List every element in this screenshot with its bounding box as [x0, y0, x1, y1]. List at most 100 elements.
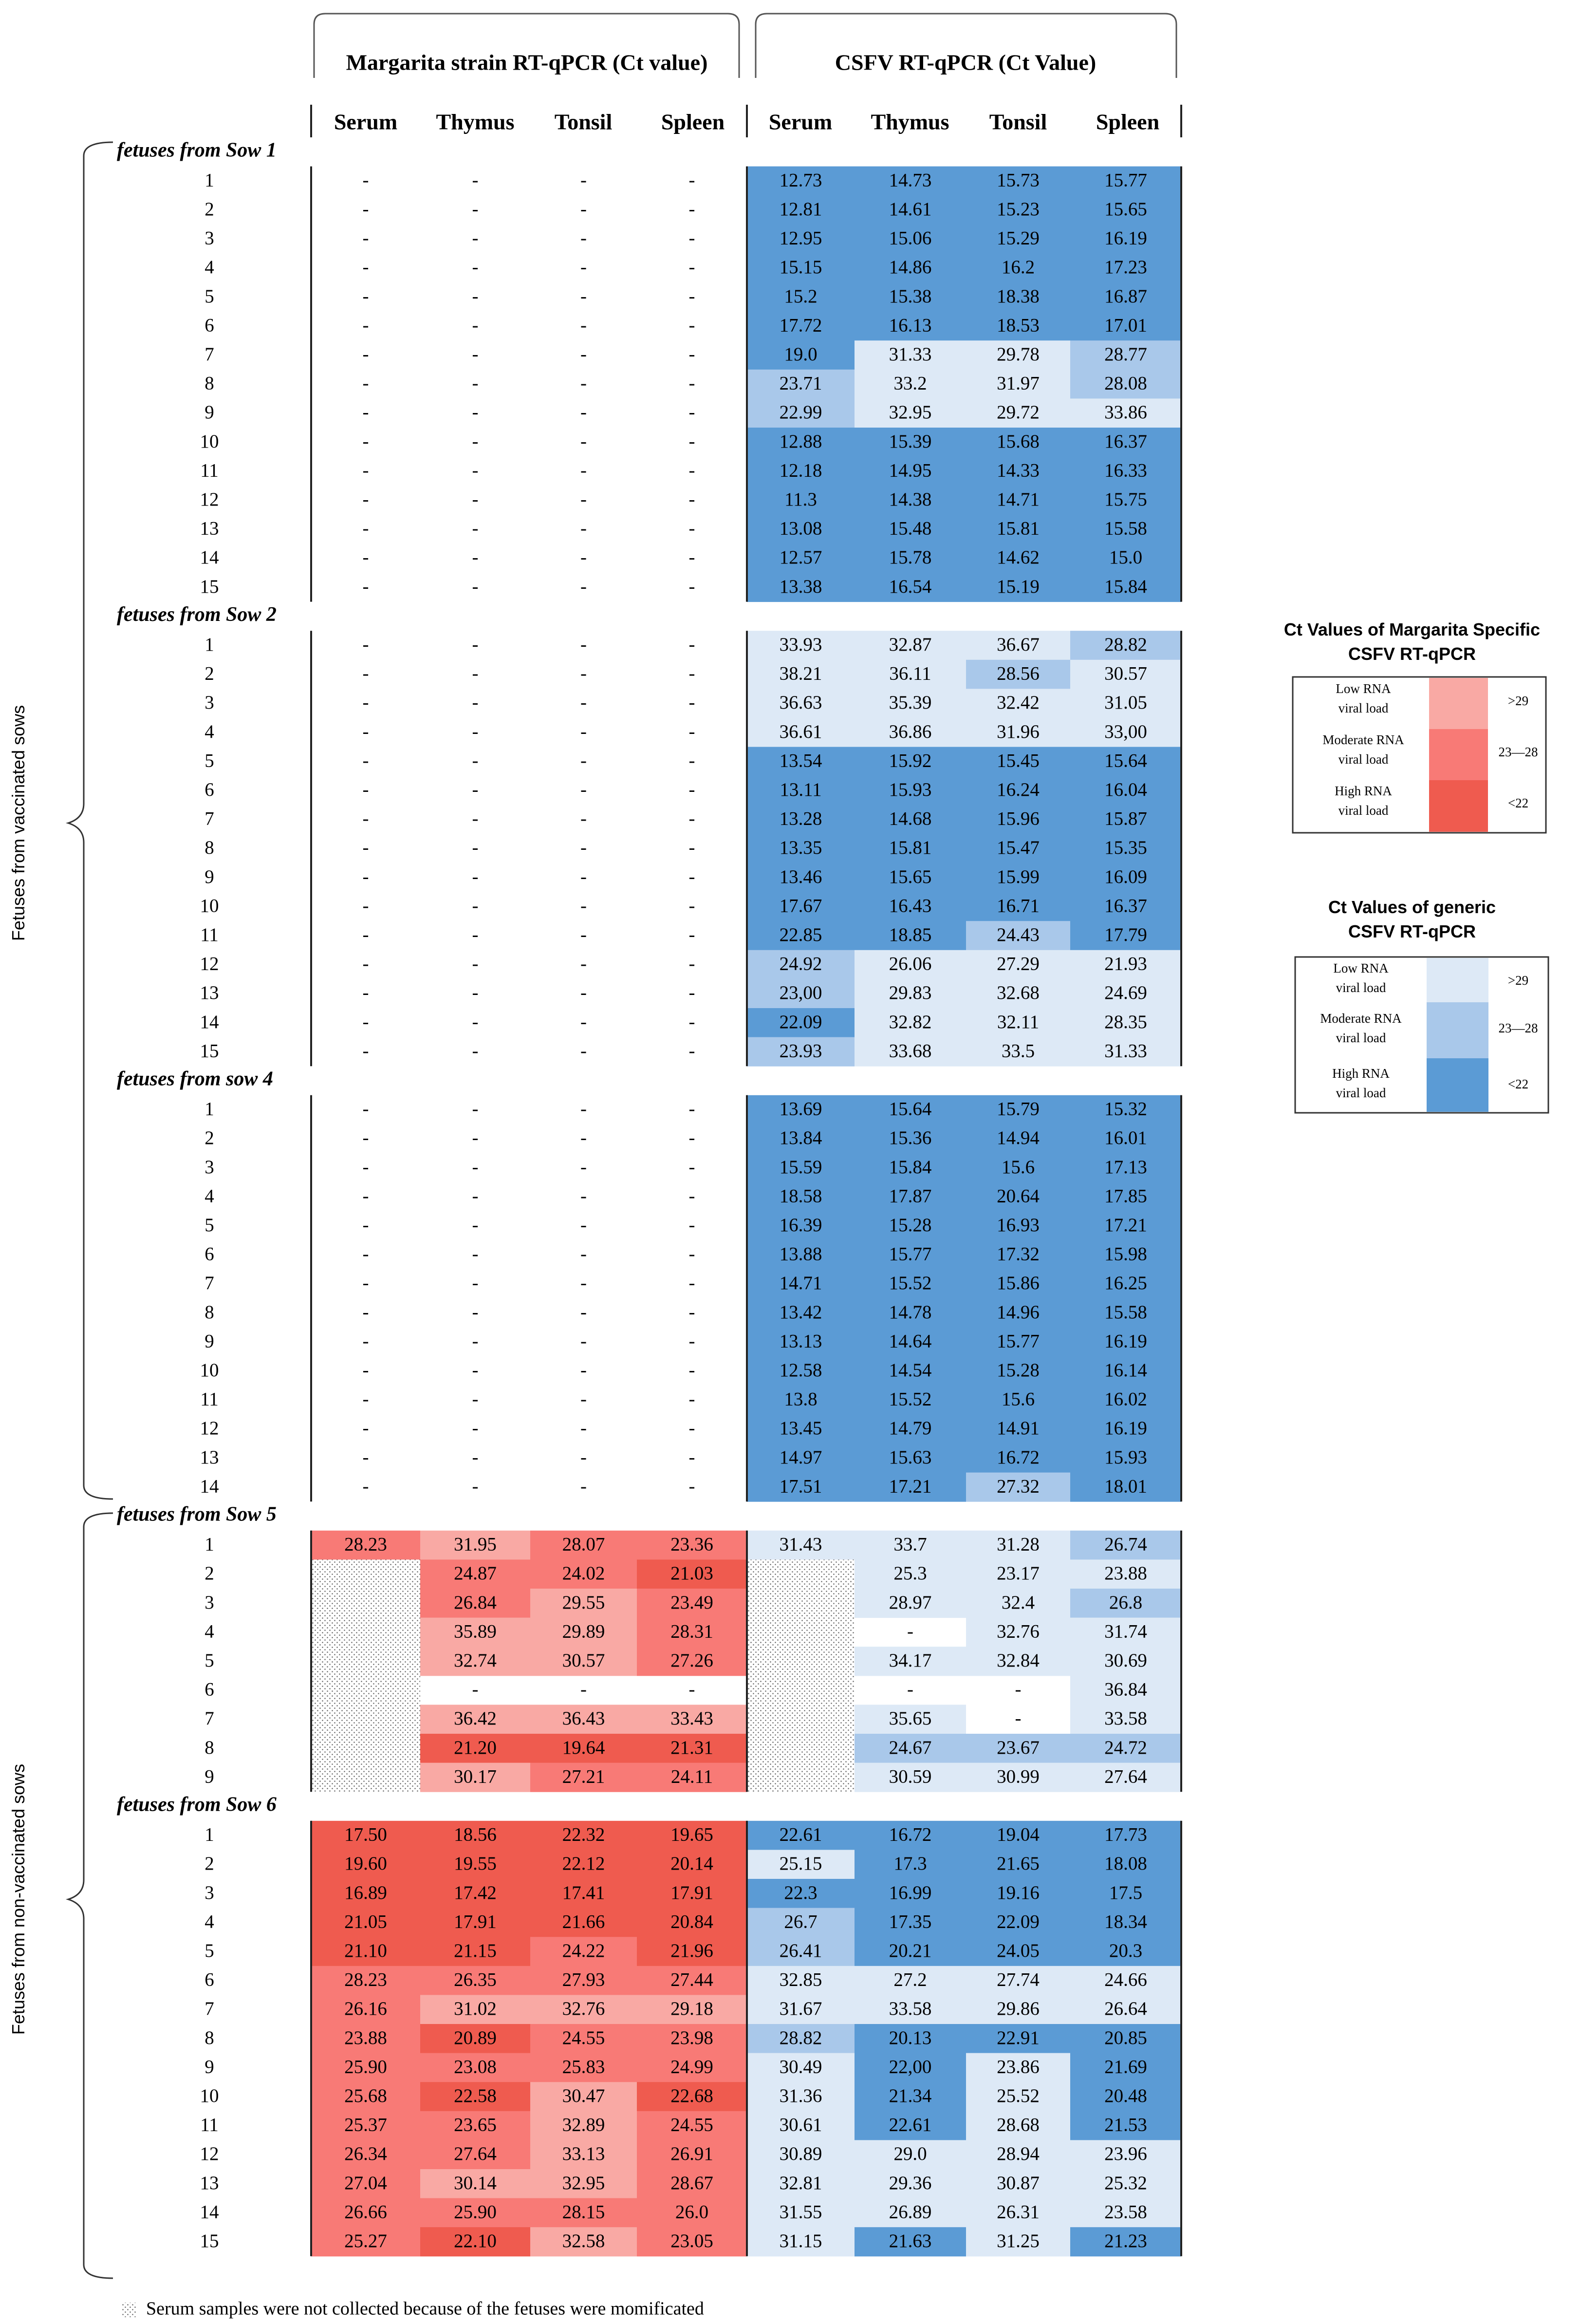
- row-id: 7: [204, 1708, 214, 1729]
- cell-fill: [747, 1675, 855, 1705]
- cell-value: 14.97: [780, 1447, 822, 1468]
- cell-fill: [311, 2082, 420, 2112]
- cell-value: -: [689, 1447, 695, 1468]
- cell-value: 15.28: [889, 1215, 932, 1236]
- cell-value: 18.08: [1104, 1853, 1147, 1874]
- cell-fill: [966, 1472, 1070, 1502]
- cell-fill: [1070, 1327, 1181, 1357]
- cell-fill: [637, 1995, 747, 2024]
- table-row: 4 21.05 17.91 21.66 20.84 26.7 17.35 22.09 18.34: [204, 1908, 1181, 1937]
- row-id: 10: [200, 431, 219, 452]
- cell-fill: [855, 631, 966, 660]
- cell-value: -: [580, 1476, 587, 1497]
- cell-fill: [1070, 1966, 1181, 1995]
- table-row: 5 - - - - 16.39 15.28 16.93 17.21: [204, 1211, 1181, 1241]
- row-id: 11: [200, 2115, 219, 2136]
- cell-value: 19.55: [454, 1853, 497, 1874]
- cell-value: -: [472, 402, 479, 423]
- row-id: 14: [200, 1012, 219, 1032]
- cell-fill: [747, 1589, 855, 1618]
- cell-value: -: [363, 1447, 369, 1468]
- cell-value: 31.96: [997, 721, 1040, 742]
- cell-fill: [966, 2169, 1070, 2199]
- row-id: 13: [200, 1447, 219, 1468]
- cell-fill: [966, 2198, 1070, 2228]
- cell-fill: [530, 2169, 637, 2199]
- table-row: 5 - - - - 15.2 15.38 18.38 16.87: [204, 282, 1181, 312]
- cell-value: 15.99: [997, 866, 1040, 887]
- cell-fill: [637, 2024, 747, 2054]
- cell-fill: [747, 2227, 855, 2257]
- cell-value: -: [363, 1360, 369, 1381]
- table-row: 15 - - - - 23.93 33.68 33.5 31.33: [200, 1037, 1181, 1067]
- cell-fill: [1070, 1820, 1181, 1850]
- cell-fill: [855, 834, 966, 863]
- cell-value: 31.55: [780, 2201, 822, 2222]
- row-id: 3: [204, 1882, 214, 1903]
- cell-value: 31.67: [780, 1998, 822, 2019]
- cell-value: 32.84: [997, 1650, 1040, 1671]
- cell-fill: [1070, 1908, 1181, 1937]
- row-id: 5: [204, 1650, 214, 1671]
- cell-fill: [855, 2227, 966, 2257]
- cell-value: 32.74: [454, 1650, 497, 1671]
- cell-fill: [420, 1589, 530, 1618]
- cell-fill: [311, 2053, 420, 2082]
- legend-generic-high-range: <22: [1508, 1077, 1528, 1091]
- cell-value: 21.34: [889, 2085, 932, 2106]
- cell-value: 16.37: [1104, 431, 1147, 452]
- cell-fill: [855, 486, 966, 515]
- group-title: fetuses from Sow 2: [117, 603, 277, 626]
- cell-value: 24.05: [997, 1940, 1040, 1961]
- cell-value: 17.51: [780, 1476, 822, 1497]
- cell-value: 35.65: [889, 1708, 932, 1729]
- cell-value: 13.69: [780, 1099, 822, 1120]
- cell-value: 14.71: [997, 489, 1040, 510]
- cell-value: 30.59: [889, 1766, 932, 1787]
- cell-value: 21.15: [454, 1940, 497, 1961]
- cell-value: 21.20: [454, 1737, 497, 1758]
- cell-fill: [747, 2198, 855, 2228]
- cell-value: 27.21: [562, 1766, 605, 1787]
- footnote-text: Serum samples were not collected because…: [146, 2299, 704, 2319]
- cell-fill: [747, 689, 855, 718]
- cell-value: 35.89: [454, 1621, 497, 1642]
- cell-value: -: [363, 1012, 369, 1032]
- cell-value: -: [689, 954, 695, 975]
- cell-value: 20.21: [889, 1940, 932, 1961]
- cell-value: -: [472, 1127, 479, 1148]
- cell-value: 22.61: [889, 2115, 932, 2136]
- cell-value: -: [472, 1331, 479, 1351]
- cell-value: -: [363, 750, 369, 771]
- cell-value: -: [689, 1099, 695, 1120]
- cell-value: 15.86: [997, 1273, 1040, 1293]
- cell-value: 22.3: [784, 1882, 817, 1903]
- cell-fill: [747, 428, 855, 457]
- cell-value: -: [689, 924, 695, 945]
- cell-value: -: [580, 663, 587, 684]
- cell-value: 15.29: [997, 228, 1040, 249]
- cell-fill: [747, 1095, 855, 1125]
- cell-fill: [855, 2024, 966, 2054]
- cell-value: -: [472, 518, 479, 539]
- group2-title: CSFV RT-qPCR (Ct Value): [835, 50, 1096, 75]
- cell-fill: [1070, 776, 1181, 806]
- cell-fill: [966, 1559, 1070, 1589]
- cell-value: -: [689, 1244, 695, 1265]
- cell-value: 32.89: [562, 2115, 605, 2136]
- cell-fill: [747, 2082, 855, 2112]
- cell-value: -: [689, 460, 695, 481]
- cell-value: 12.73: [780, 169, 822, 190]
- cell-value: -: [472, 1302, 479, 1323]
- cell-fill: [1070, 195, 1181, 225]
- cell-fill: [966, 950, 1070, 979]
- cell-value: 29.72: [997, 402, 1040, 423]
- cell-value: 22,00: [889, 2056, 932, 2077]
- cell-value: 26.84: [454, 1592, 497, 1613]
- cell-fill: [966, 1327, 1070, 1357]
- cell-fill: [1070, 166, 1181, 196]
- cell-fill: [420, 1762, 530, 1792]
- cell-value: 15.32: [1104, 1099, 1147, 1120]
- row-id: 11: [200, 924, 219, 945]
- row-id: 4: [204, 1185, 214, 1206]
